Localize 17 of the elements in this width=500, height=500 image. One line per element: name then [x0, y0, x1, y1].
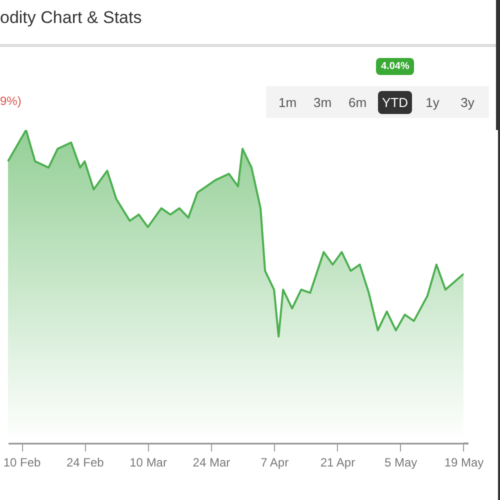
- text: 6m: [347, 94, 368, 112]
- text: 3y: [460, 94, 476, 112]
- x-tick-label: 7 Apr: [260, 456, 289, 470]
- text: 9%): [0, 94, 22, 108]
- text: 4.04%: [376, 58, 414, 75]
- text: 1y: [424, 94, 440, 112]
- x-tick-label: 21 Apr: [320, 456, 356, 470]
- chart-title: odity Chart & Stats: [0, 8, 142, 28]
- x-tick-label: 19 May: [444, 456, 484, 470]
- text: 3m: [312, 94, 333, 112]
- x-tick-label: 5 May: [384, 456, 418, 470]
- text: YTD: [378, 90, 412, 114]
- x-tick-label: 24 Mar: [192, 456, 230, 470]
- x-tick-label: 10 Mar: [130, 456, 167, 470]
- x-tick-label: 10 Feb: [3, 456, 42, 470]
- x-tick-label: 24 Feb: [66, 456, 104, 470]
- text: 1m: [277, 94, 298, 112]
